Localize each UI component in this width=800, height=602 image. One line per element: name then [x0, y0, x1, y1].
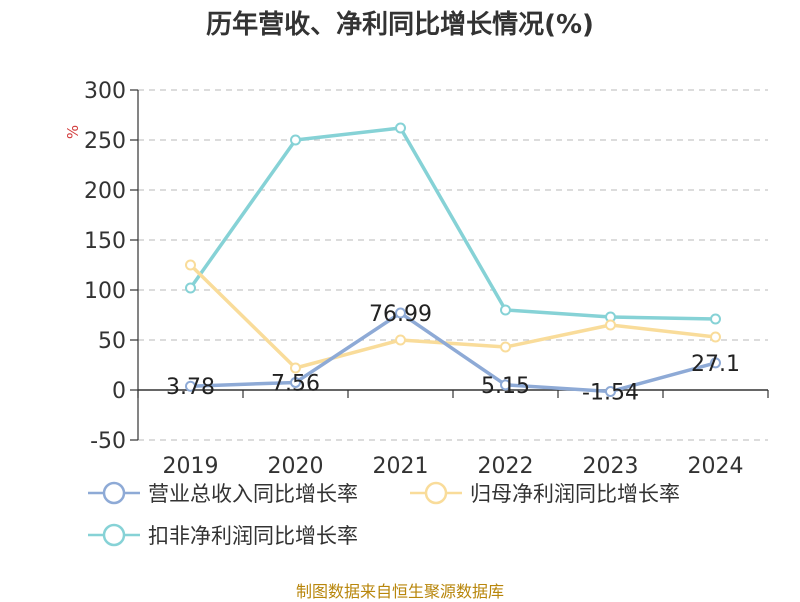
data-point: [710, 313, 721, 325]
y-tick-label: 250: [84, 129, 126, 154]
data-point: [185, 259, 196, 271]
x-tick-label: 2020: [268, 454, 324, 479]
data-label: 5.15: [481, 374, 530, 399]
chart-title: 历年营收、净利同比增长情况(%): [206, 10, 594, 40]
y-tick-label: -50: [90, 429, 126, 454]
series-line: [189, 126, 716, 321]
data-point: [500, 341, 511, 353]
data-point: [290, 376, 301, 388]
legend-item-deducted-profit[interactable]: 扣非净利润同比增长率: [88, 520, 358, 550]
data-label: 27.1: [691, 352, 740, 377]
y-tick-label: 100: [84, 279, 126, 304]
data-label: -1.54: [582, 381, 639, 406]
series-line: [190, 311, 716, 394]
y-tick-label: 50: [98, 329, 126, 354]
data-point: [290, 134, 301, 146]
data-source-note: 制图数据来自恒生聚源数据库: [295, 582, 504, 601]
data-point: [500, 379, 511, 391]
data-point: [500, 304, 511, 316]
x-tick-label: 2021: [373, 454, 429, 479]
y-tick-label: 300: [84, 79, 126, 104]
x-tick-label: 2019: [163, 454, 219, 479]
legend-item-revenue[interactable]: 营业总收入同比增长率: [88, 478, 358, 508]
y-tick-label: 0: [112, 379, 126, 404]
legend-label-deducted-profit: 扣非净利润同比增长率: [148, 524, 358, 548]
data-point: [395, 334, 406, 346]
legend-label-net-profit: 归母净利润同比增长率: [470, 482, 680, 506]
data-point: [185, 282, 196, 294]
data-point: [395, 307, 406, 319]
x-tick-label: 2023: [583, 454, 639, 479]
legend-marker-deducted-profit-icon: [88, 523, 140, 547]
data-point: [710, 331, 721, 343]
data-label: 76.99: [369, 302, 432, 327]
y-axis-label: %: [64, 125, 82, 139]
data-point: [710, 357, 721, 369]
legend-marker-revenue-icon: [88, 481, 140, 505]
legend-label-revenue: 营业总收入同比增长率: [148, 482, 358, 506]
data-point: [290, 362, 301, 374]
legend-marker-net-profit-icon: [410, 481, 462, 505]
data-label: 3.78: [166, 375, 215, 400]
series-line: [189, 263, 716, 370]
data-label: 7.56: [271, 371, 320, 396]
data-point: [605, 319, 616, 331]
y-tick-label: 200: [84, 179, 126, 204]
y-tick-label: 150: [84, 229, 126, 254]
x-tick-label: 2024: [688, 454, 744, 479]
legend-item-net-profit[interactable]: 归母净利润同比增长率: [410, 478, 680, 508]
data-point: [605, 386, 616, 398]
x-tick-label: 2022: [478, 454, 534, 479]
data-point: [185, 380, 196, 392]
data-point: [395, 122, 406, 134]
